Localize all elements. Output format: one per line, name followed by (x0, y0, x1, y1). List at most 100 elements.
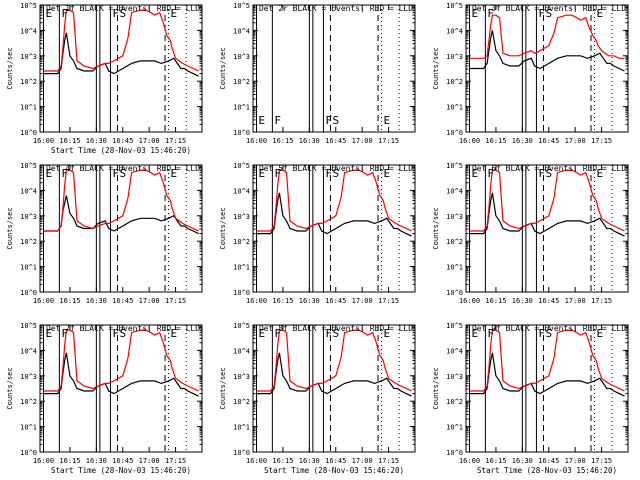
y-tick-label: 10^4 (233, 27, 250, 35)
x-tick-label: 16:00 (459, 137, 480, 145)
y-tick-label: 10^3 (233, 373, 250, 381)
flag-marker-label: E (46, 7, 53, 20)
x-tick-label: 16:30 (512, 457, 533, 465)
x-axis-label: Start Time (28-Nov-03 15:46:20) (51, 466, 191, 475)
flag-marker-label: E (472, 327, 479, 340)
x-tick-label: 16:00 (246, 457, 267, 465)
x-tick-label: 16:30 (86, 137, 107, 145)
flag-marker-label: S (545, 167, 552, 180)
panel-det-9: 10^0 10^1 10^2 10^3 10^4 10^5 16:00 16:15 16:30 1… (432, 322, 629, 475)
x-tick-label: 16:45 (538, 137, 559, 145)
flag-marker-label: E (597, 167, 604, 180)
x-tick-label: 17:15 (165, 137, 186, 145)
flag-marker-label: S (119, 7, 126, 20)
flag-marker-label: F (538, 327, 545, 340)
panel-title: Det 5f BLACK = Events, RED = LLD (259, 164, 413, 173)
x-tick-label: 16:30 (299, 137, 320, 145)
plot-frame (465, 4, 629, 133)
x-tick-label: 16:15 (272, 297, 293, 305)
y-tick-label: 10^1 (233, 264, 250, 272)
y-tick-label: 10^3 (20, 53, 37, 61)
flag-marker-label: F (325, 167, 332, 180)
x-tick-label: 16:00 (33, 457, 54, 465)
x-tick-label: 16:00 (459, 457, 480, 465)
y-axis-label: Counts/sec (219, 207, 227, 249)
y-tick-label: 10^0 (20, 449, 37, 457)
y-tick-label: 10^5 (233, 2, 250, 10)
panel-title: Det 6f BLACK = Events, RED = LLD (472, 164, 626, 173)
y-tick-label: 10^0 (233, 449, 250, 457)
x-tick-label: 16:45 (112, 137, 133, 145)
panel-title: Det 3f BLACK = Events, RED = LLD (472, 4, 626, 13)
flag-marker-label: F (487, 7, 494, 20)
x-axis-label: Start Time (28-Nov-03 15:46:20) (477, 466, 617, 475)
flag-marker-label: F (112, 167, 119, 180)
x-axis-label: Start Time (28-Nov-03 15:46:20) (264, 466, 404, 475)
y-tick-label: 10^5 (446, 162, 463, 170)
y-axis-label: Counts/sec (6, 207, 14, 249)
plot-frame (465, 324, 629, 453)
y-axis-label: Counts/sec (6, 47, 14, 89)
y-tick-label: 10^1 (446, 264, 463, 272)
panel-det-4: 10^0 10^1 10^2 10^3 10^4 10^5 16:00 16:15 16:30 1… (6, 162, 203, 305)
series-line-lld (43, 329, 199, 392)
x-tick-label: 17:15 (591, 297, 612, 305)
y-tick-label: 10^2 (233, 398, 250, 406)
y-axis-label: Counts/sec (219, 47, 227, 89)
flag-marker-label: F (274, 167, 281, 180)
flag-marker-label: E (259, 114, 266, 127)
x-tick-label: 16:00 (246, 297, 267, 305)
y-tick-label: 10^5 (446, 2, 463, 10)
flag-marker-label: S (332, 167, 339, 180)
flag-marker-label: F (325, 327, 332, 340)
y-tick-label: 10^4 (233, 347, 250, 355)
panel-title: Det 2r BLACK = Events, RED = LLD (259, 4, 413, 13)
y-tick-label: 10^2 (446, 398, 463, 406)
x-tick-label: 16:15 (485, 457, 506, 465)
series-line-lld (256, 169, 412, 232)
y-tick-label: 10^1 (233, 424, 250, 432)
flag-marker-label: E (384, 327, 391, 340)
x-tick-label: 16:30 (512, 297, 533, 305)
panel-det-8: 10^0 10^1 10^2 10^3 10^4 10^5 16:00 16:15 16:30 1… (219, 322, 416, 475)
y-tick-label: 10^0 (233, 289, 250, 297)
plot-frame (252, 324, 416, 453)
y-tick-label: 10^1 (446, 104, 463, 112)
flag-marker-label: F (61, 167, 68, 180)
x-tick-label: 17:00 (565, 297, 586, 305)
panel-title: Det 4f BLACK = Events, RED = LLD (46, 164, 200, 173)
flag-marker-label: E (46, 327, 53, 340)
y-tick-label: 10^4 (20, 27, 37, 35)
x-tick-label: 16:30 (86, 297, 107, 305)
flag-marker-label: S (119, 167, 126, 180)
y-tick-label: 10^3 (446, 213, 463, 221)
y-tick-label: 10^3 (20, 373, 37, 381)
flag-marker-label: S (332, 114, 339, 127)
y-tick-label: 10^5 (446, 322, 463, 330)
y-tick-label: 10^3 (20, 213, 37, 221)
flag-marker-label: E (472, 7, 479, 20)
flag-marker-label: F (274, 114, 281, 127)
series-line-events (469, 192, 625, 237)
flag-marker-label: F (61, 327, 68, 340)
flag-marker-label: F (325, 114, 332, 127)
y-tick-label: 10^2 (20, 78, 37, 86)
y-tick-label: 10^4 (20, 347, 37, 355)
x-tick-label: 16:15 (485, 297, 506, 305)
plot-frame (39, 4, 203, 133)
flag-marker-label: E (259, 327, 266, 340)
flag-marker-label: E (171, 327, 178, 340)
flag-marker-label: F (112, 327, 119, 340)
panel-title: Det 9f BLACK = Events, RED = LLD (472, 324, 626, 333)
x-tick-label: 17:00 (352, 137, 373, 145)
flag-marker-label: F (274, 327, 281, 340)
flag-marker-label: E (171, 7, 178, 20)
x-tick-label: 16:45 (325, 297, 346, 305)
x-tick-label: 16:30 (299, 457, 320, 465)
x-tick-label: 17:00 (352, 457, 373, 465)
y-tick-label: 10^1 (446, 424, 463, 432)
series-line-lld (469, 329, 625, 392)
y-tick-label: 10^3 (446, 373, 463, 381)
flag-marker-label: S (545, 7, 552, 20)
